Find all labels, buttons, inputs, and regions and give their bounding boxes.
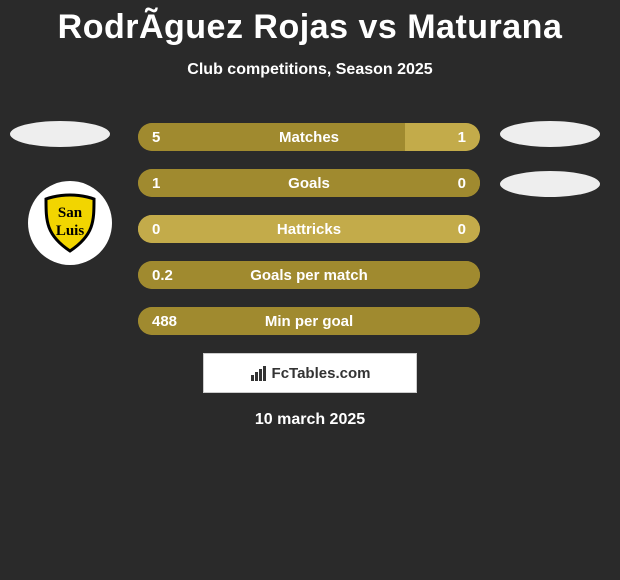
chart-icon	[250, 364, 268, 382]
player-left-badge	[10, 121, 110, 147]
stat-label: Matches	[138, 123, 480, 151]
stat-row: 0Hattricks0	[138, 215, 480, 243]
club-logo: San Luis	[28, 181, 112, 265]
brand-text: FcTables.com	[272, 365, 371, 382]
player-right-badge-2	[500, 171, 600, 197]
stat-value-right: 1	[458, 123, 466, 151]
comparison-panel: San Luis 5Matches11Goals00Hattricks00.2G…	[0, 123, 620, 429]
svg-text:San: San	[58, 205, 83, 221]
stat-row: 5Matches1	[138, 123, 480, 151]
stat-row: 0.2Goals per match	[138, 261, 480, 289]
svg-text:Luis: Luis	[56, 223, 85, 239]
subtitle: Club competitions, Season 2025	[0, 61, 620, 79]
stat-value-right: 0	[458, 215, 466, 243]
stat-value-right: 0	[458, 169, 466, 197]
date-text: 10 march 2025	[0, 411, 620, 429]
page-title: RodrÃ­guez Rojas vs Maturana	[0, 0, 620, 47]
player-right-badge	[500, 121, 600, 147]
brand-box[interactable]: FcTables.com	[203, 353, 417, 393]
stat-bars: 5Matches11Goals00Hattricks00.2Goals per …	[138, 123, 480, 335]
stat-label: Min per goal	[138, 307, 480, 335]
stat-label: Goals	[138, 169, 480, 197]
stat-label: Goals per match	[138, 261, 480, 289]
stat-row: 488Min per goal	[138, 307, 480, 335]
san-luis-shield-icon: San Luis	[38, 191, 102, 255]
stat-row: 1Goals0	[138, 169, 480, 197]
stat-label: Hattricks	[138, 215, 480, 243]
